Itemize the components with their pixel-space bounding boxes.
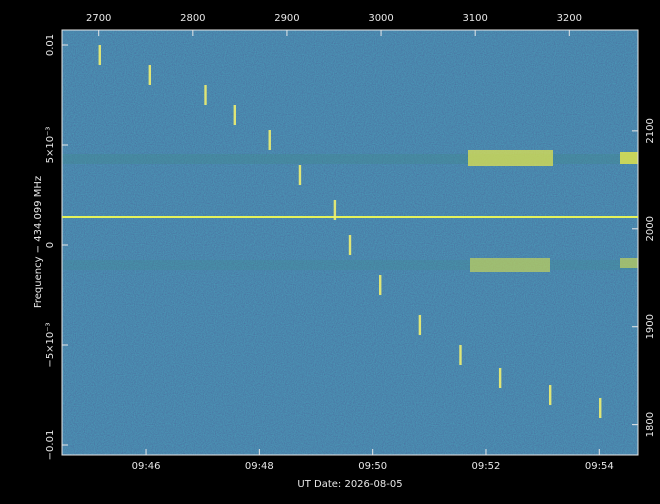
x2-tick-label: 3200	[557, 13, 582, 24]
sideband-burst	[620, 258, 638, 268]
x-tick-label: 09:52	[472, 461, 501, 472]
x2-tick-label: 3100	[462, 13, 487, 24]
doppler-streak	[599, 398, 602, 418]
y2-tick-label: 1800	[645, 412, 656, 437]
doppler-streak	[204, 85, 207, 105]
x-tick-label: 09:54	[585, 461, 614, 472]
doppler-streak	[298, 165, 302, 185]
sideband-burst	[470, 258, 550, 272]
sideband	[62, 260, 638, 270]
y-tick-label: 5×10⁻³	[45, 127, 56, 164]
doppler-streak	[98, 45, 101, 65]
y2-tick-label: 2100	[645, 118, 656, 143]
x2-tick-label: 3000	[368, 13, 393, 24]
y-tick-label: 0.01	[45, 34, 56, 56]
doppler-streak	[418, 315, 422, 335]
sideband	[62, 154, 638, 164]
doppler-streak	[379, 275, 382, 295]
x-tick-label: 09:48	[245, 461, 274, 472]
x2-tick-label: 2800	[180, 13, 205, 24]
y-tick-label: −5×10⁻³	[45, 322, 56, 367]
doppler-streak	[459, 345, 462, 365]
x2-tick-label: 2900	[274, 13, 299, 24]
doppler-streak	[348, 235, 352, 255]
y-tick-label: −0.01	[45, 430, 56, 461]
doppler-streak	[233, 105, 236, 125]
x2-tick-label: 2700	[86, 13, 111, 24]
doppler-streak	[148, 65, 152, 85]
doppler-streak	[498, 368, 502, 388]
doppler-streak	[548, 385, 552, 405]
y2-tick-label: 2000	[645, 216, 656, 241]
y2-tick-label: 1900	[645, 314, 656, 339]
y-axis-label: Frequency − 434.099 MHz	[33, 176, 44, 308]
doppler-streak	[268, 130, 271, 150]
x-tick-label: 09:46	[132, 461, 161, 472]
x-tick-label: 09:50	[358, 461, 387, 472]
x-axis-label: UT Date: 2026-08-05	[297, 479, 402, 490]
plot-frame	[61, 29, 639, 456]
sideband-burst	[620, 152, 638, 164]
sideband-burst	[468, 150, 553, 166]
y-tick-label: 0	[45, 242, 56, 248]
doppler-streak	[333, 200, 337, 220]
